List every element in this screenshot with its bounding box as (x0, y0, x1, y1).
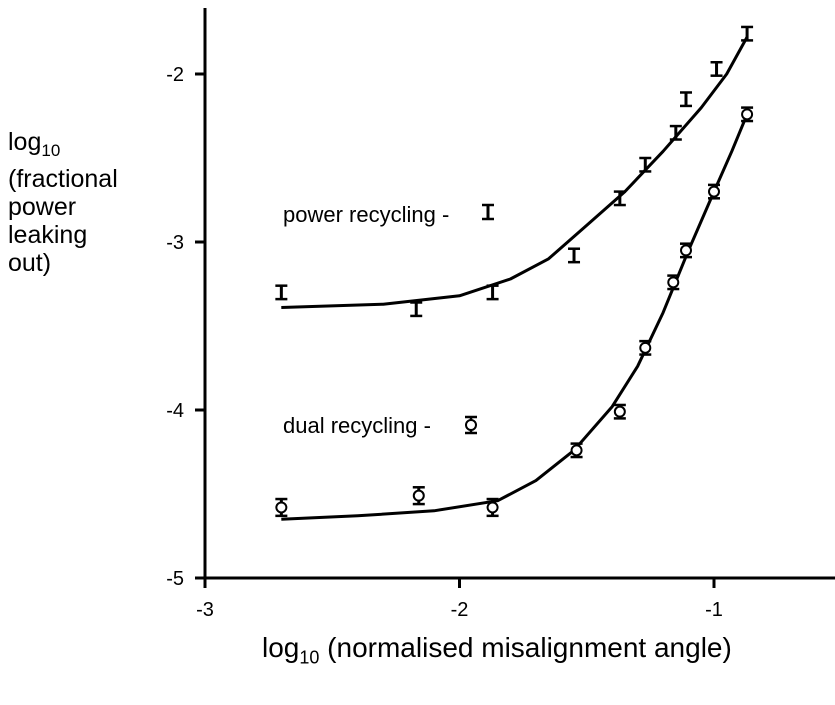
x-axis-title-main: log (262, 632, 300, 663)
data-point-power-recycling (486, 284, 499, 301)
y-tick-label: -3 (166, 232, 184, 254)
y-tick-label: -2 (166, 64, 184, 86)
data-point-power-recycling (680, 91, 693, 108)
y-axis-title-sub: 10 (41, 141, 61, 160)
data-point-dual-recycling (741, 106, 754, 123)
data-point-layer (275, 25, 754, 518)
data-point-dual-recycling (667, 274, 680, 291)
data-point-dual-recycling (639, 339, 652, 356)
data-point-dual-recycling (275, 497, 288, 518)
fit-curve-power-recycling (281, 36, 749, 309)
data-point-power-recycling (410, 301, 423, 318)
fit-curve-dual-recycling (281, 113, 749, 521)
data-point-dual-recycling (680, 242, 693, 259)
data-point-dual-recycling (613, 403, 626, 420)
data-point-power-recycling (710, 60, 723, 77)
legend-marker-power (482, 203, 494, 221)
y-axis-title-line-3: leaking (8, 221, 88, 249)
x-axis-title-sub: 10 (299, 647, 320, 668)
data-point-power-recycling (669, 124, 682, 141)
x-tick-label: -1 (705, 599, 723, 621)
tick-layer: -3 -2 -1 -5 -4 -3 -2 (166, 64, 723, 621)
legend-label-power: power recycling - (283, 202, 449, 227)
x-axis-title-rest: (normalised misalignment angle) (319, 632, 732, 663)
legend-layer: power recycling - dual recycling - (283, 202, 494, 438)
data-point-dual-recycling (486, 497, 499, 518)
y-axis-title: log10 (fractional power leaking out) (8, 128, 118, 277)
data-point-power-recycling (613, 190, 626, 207)
data-point-power-recycling (639, 156, 652, 173)
y-axis-title-line-2: power (8, 193, 77, 221)
y-tick-label: -5 (166, 568, 184, 590)
y-axis-title-line-4: out) (8, 249, 52, 277)
y-axis-title-main: log (8, 128, 42, 156)
legend-label-dual: dual recycling - (283, 413, 431, 438)
y-tick-label: -4 (166, 400, 184, 422)
legend-marker-dual (465, 415, 477, 435)
x-axis-title: log10 (normalised misalignment angle) (262, 632, 732, 669)
data-point-dual-recycling (708, 183, 720, 200)
y-axis-title-line-1: (fractional (8, 165, 118, 193)
data-point-dual-recycling (570, 442, 583, 459)
data-point-power-recycling (568, 247, 581, 264)
data-point-power-recycling (741, 25, 754, 42)
data-point-power-recycling (275, 284, 288, 301)
data-point-dual-recycling (412, 486, 425, 506)
x-tick-label: -2 (451, 599, 469, 621)
x-tick-label: -3 (196, 599, 214, 621)
